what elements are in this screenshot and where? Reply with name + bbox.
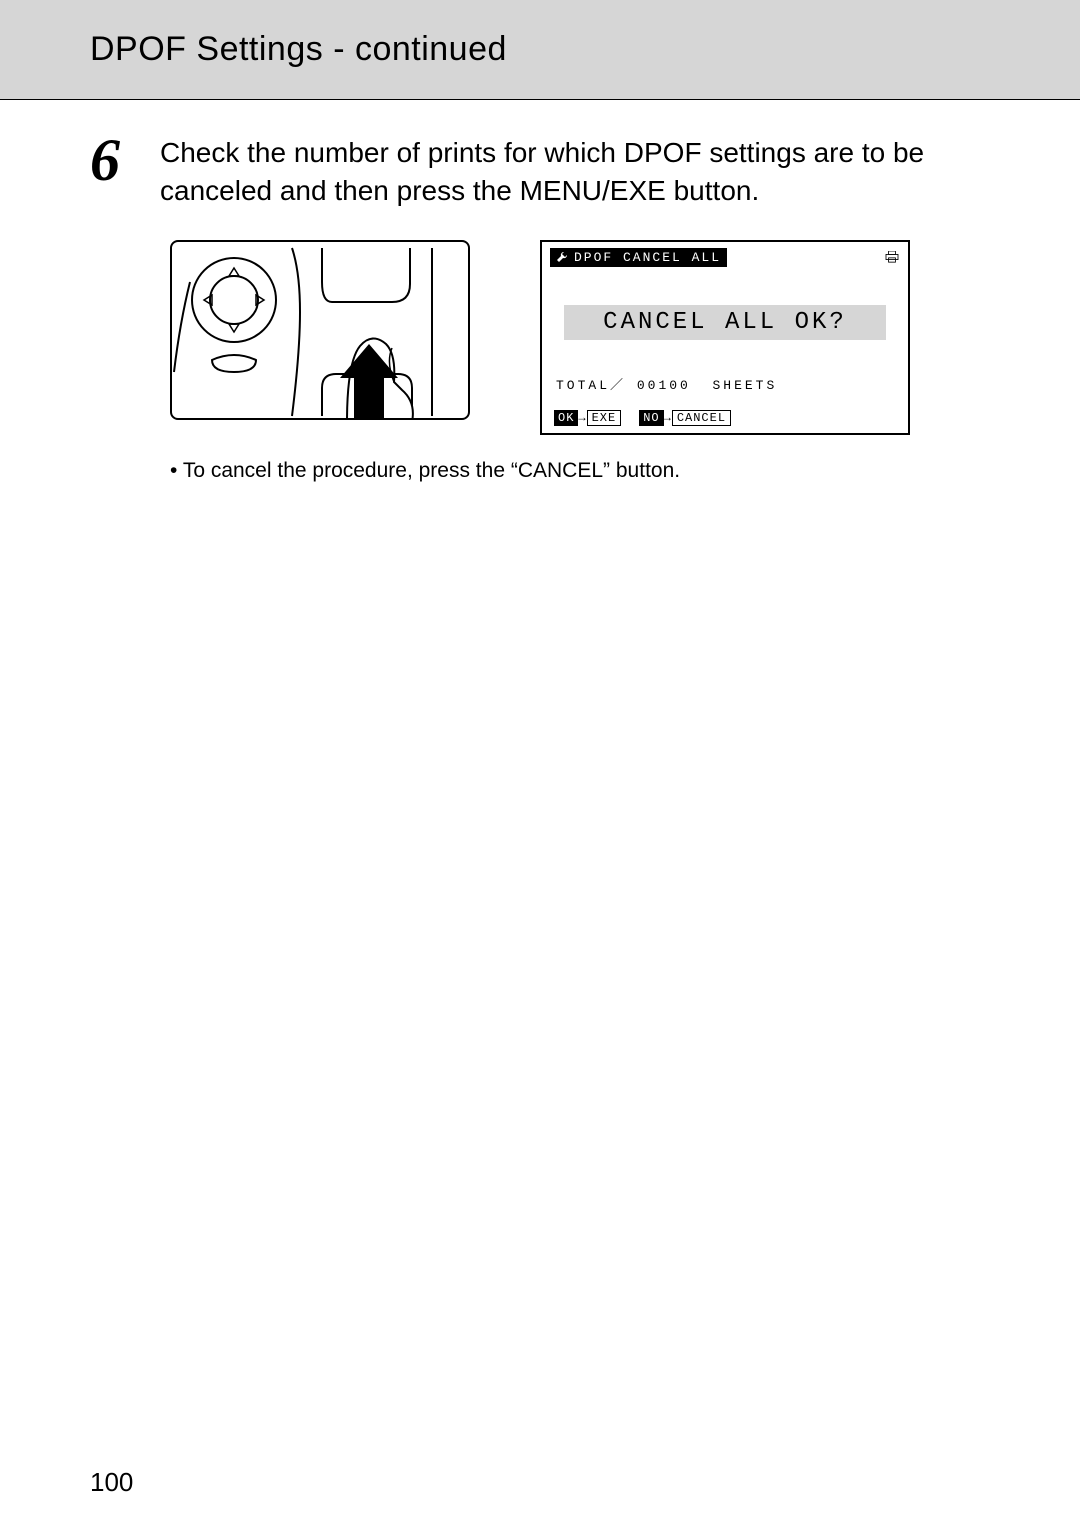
header-band: DPOF Settings - continued — [0, 0, 1080, 100]
total-unit: SHEETS — [712, 378, 777, 393]
no-label: NO — [639, 410, 663, 426]
confirm-dialog: CANCEL ALL OK? — [564, 305, 886, 340]
manual-page: DPOF Settings - continued 6 Check the nu… — [0, 0, 1080, 1536]
figures-row: DPOF CANCEL ALL CANCEL ALL OK? TOTAL／ 00… — [170, 240, 990, 435]
note-line: • To cancel the procedure, press the “CA… — [170, 459, 990, 483]
step-instruction: Check the number of prints for which DPO… — [160, 130, 990, 210]
total-label: TOTAL — [556, 378, 610, 393]
cancel-button-label: CANCEL — [672, 410, 731, 426]
ok-label: OK — [554, 410, 578, 426]
screen-top-row: DPOF CANCEL ALL — [550, 248, 900, 267]
wrench-icon — [556, 251, 568, 263]
no-group: NO→CANCEL — [639, 411, 731, 425]
printer-icon — [884, 251, 900, 263]
screen-bottom-row: OK→EXE NO→CANCEL — [554, 411, 900, 425]
ok-group: OK→EXE — [554, 411, 621, 425]
exe-button-label: EXE — [587, 410, 622, 426]
step-row: 6 Check the number of prints for which D… — [90, 130, 990, 210]
page-title: DPOF Settings - continued — [90, 30, 507, 69]
total-sep: ／ — [610, 378, 626, 393]
total-count: 00100 — [637, 378, 691, 393]
screen-title-text: DPOF CANCEL ALL — [574, 250, 721, 265]
note-before: To cancel the procedure, press the “ — [177, 459, 517, 482]
total-line: TOTAL／ 00100 SHEETS — [556, 374, 900, 393]
screen-title-bar: DPOF CANCEL ALL — [550, 248, 727, 267]
body-area: 6 Check the number of prints for which D… — [0, 100, 1080, 483]
camera-illustration — [170, 240, 470, 420]
step-number: 6 — [90, 130, 140, 210]
page-number: 100 — [90, 1467, 133, 1498]
lcd-screen: DPOF CANCEL ALL CANCEL ALL OK? TOTAL／ 00… — [540, 240, 910, 435]
camera-svg — [172, 242, 470, 420]
note-after: ” button. — [603, 459, 680, 482]
note-bold: CANCEL — [518, 459, 603, 482]
